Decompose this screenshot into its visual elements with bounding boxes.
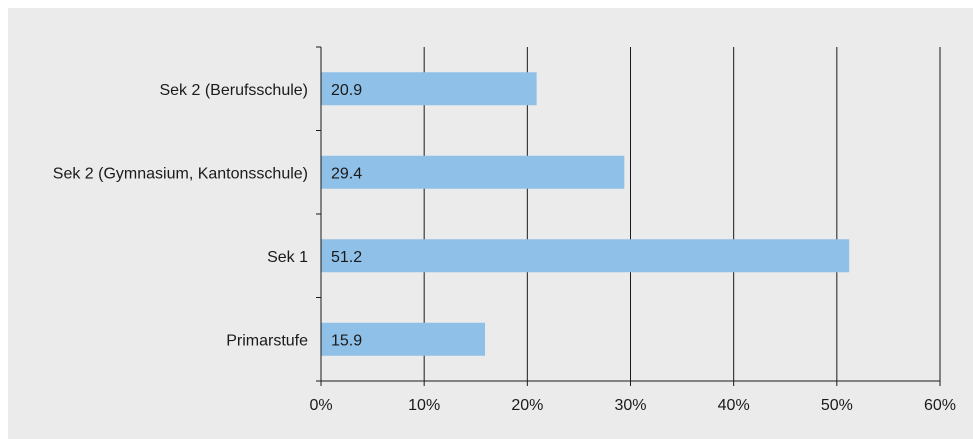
value-label: 15.9 [331, 332, 362, 349]
bar [321, 239, 850, 273]
labels: 20.9 Sek 2 (Berufsschule) 29.4 Sek 2 (Gymna… [53, 82, 956, 414]
x-tick-label: 50% [821, 397, 853, 414]
x-tick-label: 20% [511, 397, 543, 414]
category-label: Primarstufe [226, 332, 308, 349]
value-label: 29.4 [331, 165, 362, 182]
x-tick-label: 30% [614, 397, 646, 414]
bar [321, 322, 486, 356]
x-tick-label: 10% [408, 397, 440, 414]
axes [316, 46, 941, 386]
category-label: Sek 2 (Berufsschule) [159, 82, 308, 99]
bar [321, 72, 537, 106]
x-tick-label: 0% [309, 397, 332, 414]
x-tick-label: 60% [924, 397, 956, 414]
value-label: 51.2 [331, 249, 362, 266]
value-label: 20.9 [331, 82, 362, 99]
category-label: Sek 2 (Gymnasium, Kantonsschule) [53, 165, 308, 182]
x-tick-label: 40% [718, 397, 750, 414]
category-label: Sek 1 [267, 249, 308, 266]
bar [321, 155, 625, 189]
bars [321, 72, 850, 356]
